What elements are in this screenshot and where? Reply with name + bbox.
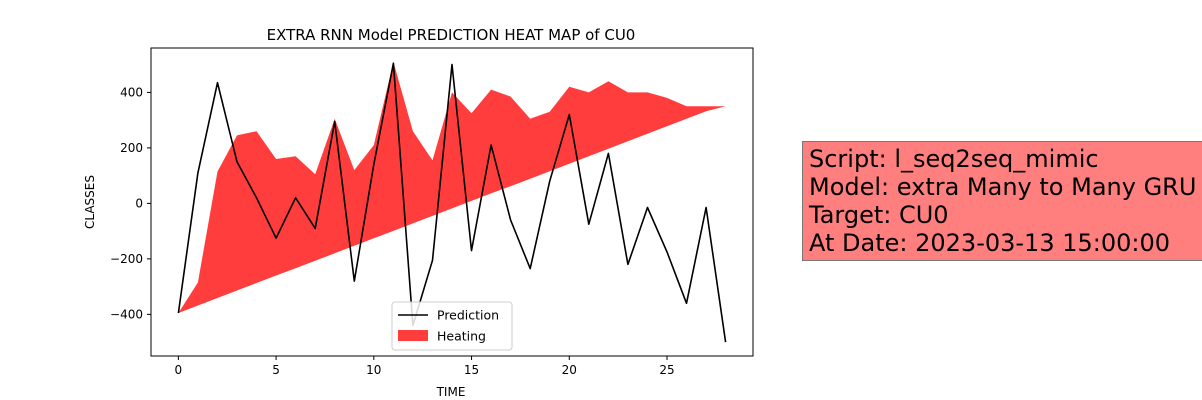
info-date: At Date: 2023-03-13 15:00:00 <box>809 229 1171 257</box>
plot-area <box>177 61 727 343</box>
x-tick-label: 0 <box>175 363 183 377</box>
y-tick-label: −200 <box>110 252 143 266</box>
x-axis-label: TIME <box>436 385 466 399</box>
chart-title: EXTRA RNN Model PREDICTION HEAT MAP of C… <box>267 26 636 44</box>
x-tick-label: 25 <box>659 363 674 377</box>
y-tick-label: 400 <box>120 85 143 99</box>
x-tick-label: 10 <box>366 363 381 377</box>
y-axis-label: CLASSES <box>83 175 97 229</box>
info-box: Script: l_seq2seq_mimic Model: extra Man… <box>802 141 1202 261</box>
legend: Prediction Heating <box>391 301 513 351</box>
legend-heating-swatch <box>398 330 428 341</box>
info-model: Model: extra Many to Many GRU <box>809 173 1197 201</box>
legend-prediction-label: Prediction <box>437 308 499 323</box>
info-target: Target: CU0 <box>809 201 949 229</box>
plot-frame <box>150 47 754 357</box>
x-tick-label: 15 <box>464 363 479 377</box>
x-tick-label: 5 <box>272 363 280 377</box>
heating-area <box>178 61 726 314</box>
y-tick-label: −400 <box>110 307 143 321</box>
y-tick-label: 0 <box>135 196 143 210</box>
info-script: Script: l_seq2seq_mimic <box>809 145 1099 173</box>
chart: EXTRA RNN Model PREDICTION HEAT MAP of C… <box>83 26 754 399</box>
legend-heating-label: Heating <box>437 329 486 344</box>
prediction-line <box>177 62 727 343</box>
x-tick-label: 20 <box>562 363 577 377</box>
x-axis: 0 5 10 15 20 25 <box>175 356 675 377</box>
y-axis: −400 −200 0 200 400 <box>110 85 151 321</box>
y-tick-label: 200 <box>120 141 143 155</box>
